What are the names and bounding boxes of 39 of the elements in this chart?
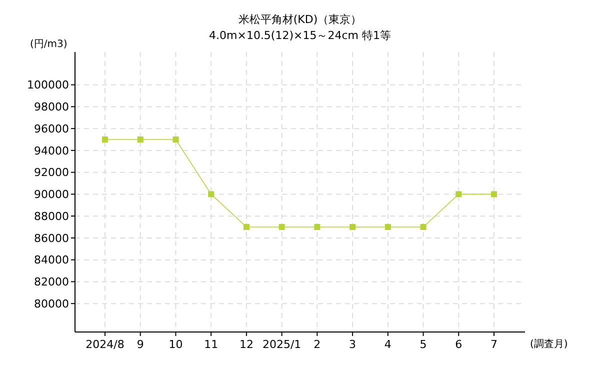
point — [137, 136, 144, 142]
y-tick-label: 96000 — [34, 122, 69, 136]
y-tick-label: 84000 — [34, 254, 69, 267]
point — [172, 136, 179, 142]
y-tick-label: 92000 — [34, 166, 69, 180]
point — [384, 224, 391, 230]
point — [420, 224, 426, 230]
x-tick-label: 10 — [168, 338, 183, 351]
point — [208, 191, 214, 198]
chart-title: 米松平角材(KD)（東京） — [238, 13, 362, 26]
y-tick-label: 98000 — [34, 100, 69, 114]
x-tick-label: 5 — [420, 338, 427, 351]
y-tick-label: 88000 — [34, 210, 69, 223]
point — [491, 191, 497, 198]
x-tick-label: 3 — [349, 338, 356, 351]
point — [314, 224, 320, 230]
x-tick-label: 2025/1 — [262, 338, 302, 351]
y-axis-title: (円/m3) — [30, 39, 68, 50]
y-tick-label: 100000 — [27, 78, 69, 92]
y-tick-label: 86000 — [34, 232, 69, 245]
x-tick-label: 4 — [384, 338, 392, 351]
y-tick-label: 94000 — [34, 144, 69, 158]
x-axis-title: (調査月) — [530, 338, 568, 350]
x-tick-label: 9 — [136, 338, 144, 351]
x-tick-label: 7 — [490, 338, 498, 351]
point — [350, 224, 356, 230]
x-tick-label: 12 — [239, 338, 254, 351]
point — [102, 136, 108, 142]
y-tick-label: 90000 — [34, 188, 69, 202]
point — [243, 224, 250, 230]
y-tick-label: 82000 — [34, 276, 69, 289]
y-tick-label: 80000 — [34, 297, 69, 310]
x-tick-label: 2 — [314, 338, 321, 351]
chart-subtitle: 4.0m×10.5(12)×15～24cm 特1等 — [209, 29, 391, 42]
x-tick-label: 11 — [204, 338, 218, 351]
point — [456, 191, 462, 198]
point — [278, 224, 285, 230]
x-tick-label: 2024/8 — [86, 338, 124, 351]
x-tick-label: 6 — [455, 338, 462, 351]
